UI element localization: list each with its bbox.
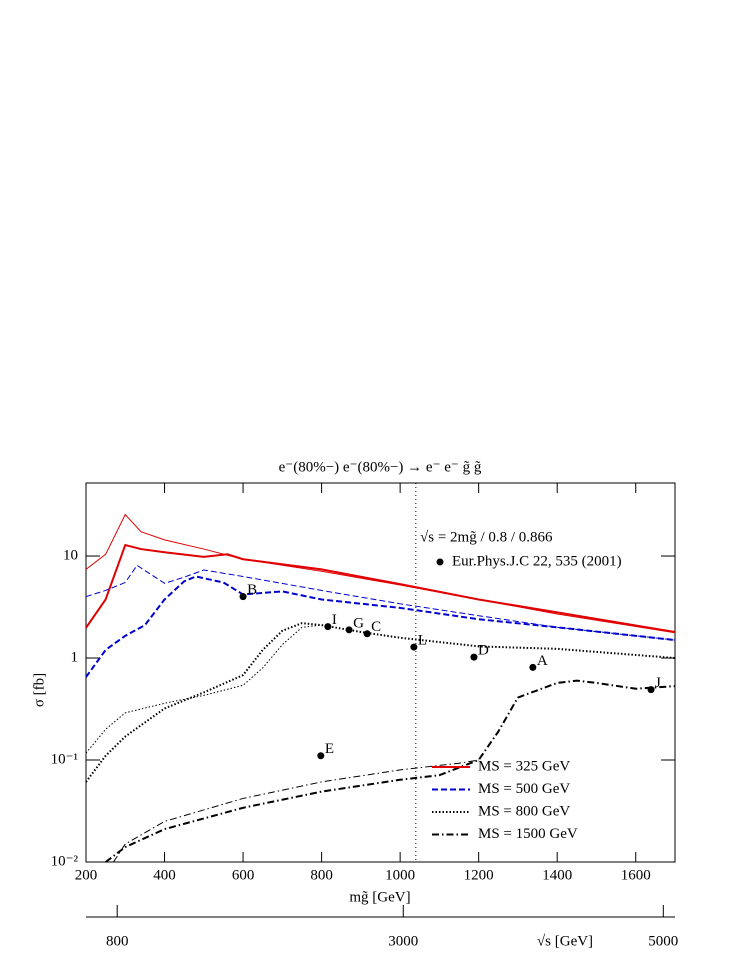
- point-label: C: [371, 619, 381, 635]
- x-tick-label: 200: [75, 867, 98, 883]
- y-tick-label: 10⁻²: [51, 853, 79, 869]
- legend-marker: [436, 558, 444, 566]
- x-tick-label: 600: [232, 867, 255, 883]
- point-label: G: [353, 615, 364, 631]
- legend-label: MS = 325 GeV: [478, 758, 570, 774]
- series-line: [86, 622, 675, 783]
- x2-tick-label: 800: [106, 933, 129, 949]
- plot-frame: [85, 482, 676, 863]
- point-label: B: [247, 582, 257, 598]
- y-tick-label: 10⁻¹: [51, 751, 78, 767]
- series-line: [113, 759, 479, 862]
- chart-title: e⁻(80%−) e⁻(80%−) → e⁻ e⁻ g̃ g̃: [279, 459, 482, 475]
- legend-label: Eur.Phys.J.C 22, 535 (2001): [452, 553, 622, 569]
- x-tick-label: 1000: [385, 867, 415, 883]
- curves: [86, 513, 675, 862]
- point-label: L: [418, 633, 427, 649]
- x-tick-label: 800: [310, 867, 333, 883]
- series-line: [86, 513, 675, 634]
- point-label: D: [478, 643, 489, 659]
- point-label: J: [655, 675, 661, 691]
- data-point: [345, 626, 353, 634]
- x-tick-label: 400: [153, 867, 176, 883]
- legend-label: MS = 1500 GeV: [478, 826, 578, 842]
- x2-tick-label: 5000: [648, 933, 678, 949]
- x-tick-label: 1200: [464, 867, 494, 883]
- y-axis-label: σ [fb]: [31, 673, 47, 707]
- point-label: I: [332, 612, 337, 628]
- data-point: [529, 663, 537, 671]
- y-tick-label: 10: [63, 547, 78, 563]
- x2-axis-label: √s [GeV]: [537, 933, 593, 949]
- data-point: [647, 686, 655, 694]
- x-tick-label: 1600: [621, 867, 651, 883]
- data-point: [470, 653, 478, 661]
- data-point: [324, 623, 332, 631]
- series-line: [86, 624, 322, 754]
- series-line: [86, 564, 675, 641]
- data-point: [317, 752, 325, 760]
- legend-label: MS = 500 GeV: [478, 781, 570, 797]
- x-axis-label: mg̃ [GeV]: [349, 889, 410, 905]
- x-tick-label: 1400: [542, 867, 572, 883]
- legend-label: MS = 800 GeV: [478, 803, 570, 819]
- y-tick-label: 1: [71, 649, 79, 665]
- point-label: E: [325, 741, 334, 757]
- data-point: [363, 630, 371, 638]
- x2-tick-label: 3000: [388, 933, 418, 949]
- data-point: [239, 593, 247, 601]
- point-label: A: [537, 653, 548, 669]
- series-line: [105, 679, 675, 862]
- data-point: [410, 643, 418, 651]
- annotation: √s = 2mg̃ / 0.8 / 0.866: [420, 529, 553, 545]
- series-line: [86, 575, 675, 678]
